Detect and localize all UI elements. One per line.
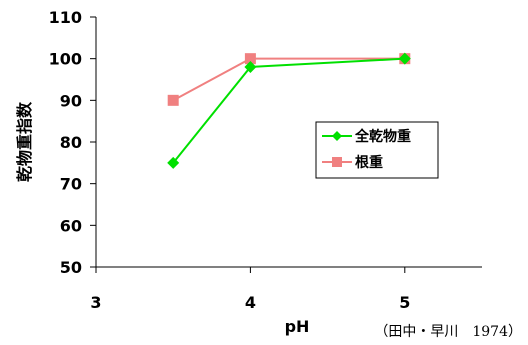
data-point-diamond — [167, 156, 180, 169]
source-annotation: （田中・早川 1974） — [374, 324, 522, 340]
x-tick-label: 4 — [245, 293, 256, 312]
series-layer — [167, 52, 411, 169]
x-tick-label: 5 — [399, 293, 410, 312]
y-tick-label: 60 — [60, 216, 82, 235]
y-tick-label: 100 — [49, 50, 82, 69]
legend-label-series-1: 全乾物重 — [354, 128, 411, 145]
y-tick-label: 70 — [60, 175, 82, 194]
data-point-diamond — [398, 52, 411, 65]
legend: 全乾物重 根重 — [315, 121, 439, 179]
y-tick-label: 110 — [49, 8, 82, 27]
data-point-square — [244, 53, 256, 65]
legend-label-series-2: 根重 — [355, 154, 383, 171]
y-axis-title: 乾物重指数 — [15, 101, 34, 182]
legend-marker-square — [332, 157, 342, 167]
x-tick-label: 3 — [90, 293, 101, 312]
y-tick-label: 80 — [60, 133, 82, 152]
x-axis-title: pH — [285, 317, 310, 336]
data-point-square — [167, 94, 179, 106]
y-tick-label: 50 — [60, 258, 82, 277]
legend-marker-diamond — [332, 131, 342, 141]
legend-box — [315, 121, 439, 179]
data-point-diamond — [244, 61, 257, 73]
y-tick-label: 90 — [60, 91, 82, 110]
axes: 50 60 70 80 90 100 110 3 4 5 — [49, 8, 482, 312]
